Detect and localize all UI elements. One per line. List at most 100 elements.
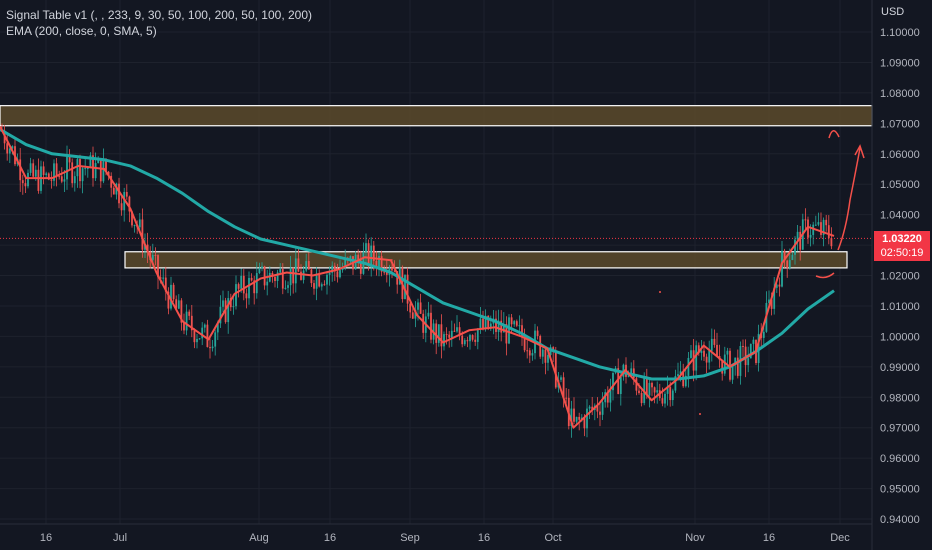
candle-down bbox=[318, 273, 321, 287]
candle-up bbox=[814, 224, 817, 226]
candle-down bbox=[209, 347, 211, 349]
price-tick-label: 1.09000 bbox=[880, 57, 920, 69]
candle-down bbox=[461, 335, 464, 345]
candle-down bbox=[565, 397, 568, 399]
candle-up bbox=[666, 386, 669, 394]
candle-up bbox=[370, 245, 373, 266]
candle-up bbox=[656, 390, 659, 393]
candle-up bbox=[27, 172, 29, 187]
candle-up bbox=[708, 350, 711, 363]
candle-up bbox=[588, 406, 591, 409]
candle-up bbox=[255, 273, 258, 294]
candle-up bbox=[443, 334, 445, 347]
price-tick-label: 0.94000 bbox=[880, 514, 920, 526]
candle-down bbox=[409, 303, 412, 313]
candle-up bbox=[222, 300, 224, 307]
price-tick-label: 1.04000 bbox=[880, 210, 920, 222]
candle-down bbox=[313, 283, 315, 289]
candle-up bbox=[671, 390, 674, 401]
price-axis[interactable]: 1.10000 1.09000 1.08000 1.07000 1.06000 1.050… bbox=[880, 27, 920, 526]
price-tick-label: 1.00000 bbox=[880, 331, 920, 343]
legend-signal-table[interactable]: Signal Table v1 (, , 233, 9, 30, 50, 100… bbox=[6, 8, 312, 22]
candle-up bbox=[788, 260, 791, 268]
candle-down bbox=[323, 284, 326, 286]
candle-down bbox=[6, 143, 9, 154]
candle-up bbox=[320, 284, 323, 287]
candle-up bbox=[648, 382, 651, 396]
candle-down bbox=[430, 312, 432, 340]
candle-down bbox=[359, 260, 362, 274]
candle-down bbox=[50, 179, 53, 181]
candle-up bbox=[674, 376, 677, 391]
candle-up bbox=[185, 311, 188, 331]
axes bbox=[0, 0, 873, 550]
candle-down bbox=[578, 416, 581, 420]
candle-up bbox=[29, 163, 32, 173]
price-tick-label: 0.99000 bbox=[880, 362, 920, 374]
candle-up bbox=[81, 168, 84, 182]
candle-up bbox=[8, 148, 11, 154]
candle-up bbox=[34, 169, 37, 177]
price-zone[interactable] bbox=[124, 251, 848, 269]
legend-ema[interactable]: EMA (200, close, 0, SMA, 5) bbox=[6, 24, 157, 38]
candle-down bbox=[638, 390, 640, 394]
candle-down bbox=[333, 265, 336, 272]
candle-down bbox=[495, 318, 497, 332]
candle-up bbox=[63, 179, 66, 182]
candle-down bbox=[487, 315, 490, 329]
candle-up bbox=[258, 268, 261, 274]
candle-up bbox=[497, 320, 500, 332]
candle-down bbox=[523, 337, 526, 351]
candle-down bbox=[157, 255, 159, 278]
candle-up bbox=[170, 284, 172, 309]
candle-down bbox=[596, 405, 599, 412]
candle-down bbox=[827, 225, 830, 239]
candle-down bbox=[697, 345, 700, 354]
candle-down bbox=[237, 284, 240, 289]
candle-down bbox=[372, 245, 375, 261]
candle-down bbox=[804, 219, 807, 221]
candle-down bbox=[118, 183, 120, 204]
candle-down bbox=[562, 377, 565, 398]
time-tick-label: Oct bbox=[544, 532, 561, 544]
time-tick-label: Jul bbox=[113, 532, 127, 544]
candle-up bbox=[214, 332, 217, 347]
candle-down bbox=[466, 340, 469, 342]
candle-up bbox=[315, 273, 318, 289]
candle-up bbox=[687, 357, 690, 376]
candle-down bbox=[193, 330, 196, 343]
candle-down bbox=[375, 260, 378, 269]
candle-up bbox=[328, 272, 331, 275]
candle-up bbox=[463, 340, 466, 345]
candle-up bbox=[97, 158, 100, 164]
candle-up bbox=[695, 345, 698, 371]
candle-up bbox=[570, 408, 573, 427]
candle-up bbox=[664, 393, 666, 404]
indicator-legend[interactable]: Signal Table v1 (, , 233, 9, 30, 50, 100… bbox=[6, 7, 312, 39]
candle-down bbox=[336, 271, 339, 278]
candle-down bbox=[411, 312, 414, 319]
candle-down bbox=[250, 277, 253, 281]
candle-up bbox=[133, 225, 136, 227]
candle-up bbox=[331, 265, 334, 273]
time-axis[interactable]: 16 Jul Aug 16 Sep 16 Oct Nov 16 Dec bbox=[40, 532, 850, 544]
candle-up bbox=[73, 176, 76, 184]
price-zone[interactable] bbox=[0, 105, 873, 127]
candle-down bbox=[419, 302, 422, 314]
candle-down bbox=[24, 183, 27, 187]
candle-up bbox=[203, 324, 206, 328]
candle-up bbox=[201, 327, 204, 339]
candle-down bbox=[799, 231, 802, 250]
candle-down bbox=[125, 191, 128, 197]
candle-down bbox=[528, 350, 531, 356]
candle-up bbox=[235, 284, 237, 307]
candle-up bbox=[162, 277, 165, 279]
candle-down bbox=[42, 166, 45, 175]
candle-up bbox=[89, 155, 92, 168]
candle-down bbox=[669, 386, 672, 401]
candle-up bbox=[177, 300, 180, 309]
candle-up bbox=[791, 254, 794, 261]
candle-down bbox=[474, 339, 477, 342]
candle-up bbox=[414, 309, 417, 319]
